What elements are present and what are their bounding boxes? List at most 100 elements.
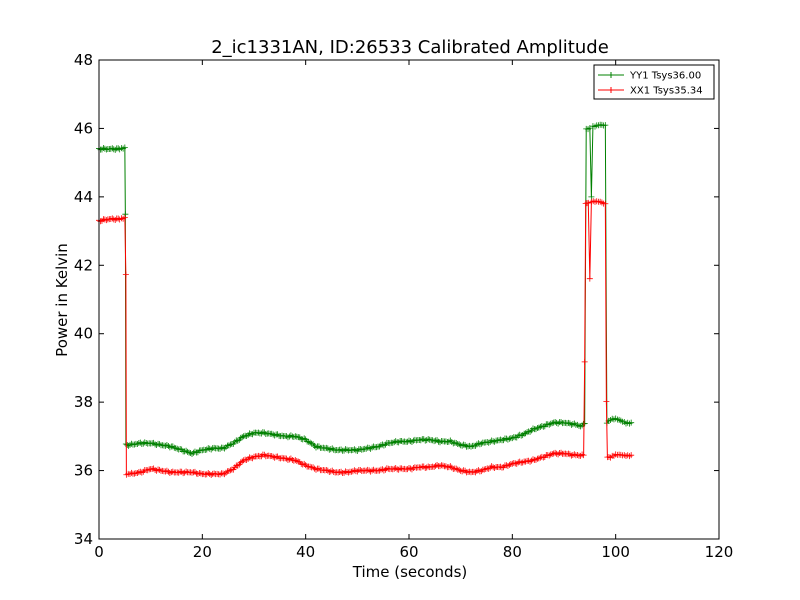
x-tick-label: 80 bbox=[503, 543, 522, 561]
data-point bbox=[535, 424, 542, 431]
data-point bbox=[171, 444, 178, 451]
data-point bbox=[602, 200, 609, 207]
data-point bbox=[448, 438, 455, 445]
data-point bbox=[481, 466, 488, 473]
data-point bbox=[206, 445, 213, 452]
data-point bbox=[121, 214, 128, 221]
y-axis-title: Power in Kelvin bbox=[53, 243, 71, 357]
data-point bbox=[506, 435, 513, 442]
data-point bbox=[553, 450, 560, 457]
data-point bbox=[490, 438, 497, 445]
data-point bbox=[131, 470, 138, 477]
data-point bbox=[221, 471, 228, 478]
data-point bbox=[345, 469, 352, 476]
chart-title: 2_ic1331AN, ID:26533 Calibrated Amplitud… bbox=[211, 37, 609, 58]
data-point bbox=[439, 462, 446, 469]
tick-layer: 0 20 40 60 80 100 120 34 36 38 40 42 44 46 48 bbox=[74, 51, 733, 561]
data-point bbox=[271, 454, 278, 461]
data-point bbox=[491, 464, 498, 471]
data-point bbox=[227, 441, 234, 448]
data-point bbox=[544, 452, 551, 459]
data-point bbox=[271, 432, 278, 439]
data-point bbox=[506, 461, 513, 468]
data-point bbox=[183, 468, 190, 475]
data-point bbox=[484, 465, 491, 472]
data-point bbox=[214, 445, 221, 452]
data-point bbox=[189, 451, 195, 457]
data-point bbox=[435, 438, 442, 445]
data-point bbox=[315, 465, 322, 472]
data-point bbox=[265, 452, 272, 459]
data-point bbox=[348, 468, 355, 475]
data-point bbox=[605, 454, 612, 461]
data-point bbox=[292, 457, 299, 464]
data-point bbox=[431, 438, 438, 445]
data-point bbox=[579, 451, 586, 458]
data-point bbox=[603, 398, 610, 405]
legend-box bbox=[593, 64, 715, 100]
data-point bbox=[112, 217, 119, 223]
data-point bbox=[310, 464, 317, 471]
data-point bbox=[425, 436, 432, 443]
data-point bbox=[448, 464, 455, 471]
data-point bbox=[544, 421, 551, 428]
legend-swatch-marker bbox=[608, 87, 614, 93]
data-point bbox=[519, 459, 526, 466]
data-point bbox=[447, 437, 454, 444]
data-point bbox=[354, 468, 361, 475]
data-point bbox=[468, 443, 474, 450]
data-point bbox=[445, 464, 452, 471]
data-point bbox=[112, 146, 119, 153]
data-point bbox=[246, 430, 253, 437]
y-tick-label: 46 bbox=[74, 119, 93, 137]
data-point bbox=[586, 275, 593, 282]
data-point bbox=[175, 469, 182, 476]
data-point bbox=[227, 467, 234, 474]
data-point bbox=[497, 463, 504, 470]
data-point bbox=[149, 440, 156, 447]
data-point bbox=[571, 420, 578, 427]
data-point bbox=[547, 420, 554, 427]
data-point bbox=[231, 438, 238, 445]
data-point bbox=[286, 456, 293, 463]
data-point bbox=[191, 448, 198, 455]
data-point bbox=[437, 439, 443, 446]
data-point bbox=[588, 193, 595, 200]
data-point bbox=[569, 421, 576, 428]
data-point bbox=[447, 463, 454, 470]
data-point bbox=[190, 469, 197, 476]
data-point bbox=[358, 446, 365, 453]
series-xx1-tsys35-34 bbox=[96, 198, 635, 478]
data-point bbox=[141, 439, 148, 446]
x-tick-label: 100 bbox=[601, 543, 630, 561]
data-point bbox=[293, 457, 300, 464]
data-point bbox=[512, 460, 519, 467]
data-point bbox=[239, 434, 246, 441]
data-point bbox=[379, 466, 386, 473]
data-point bbox=[475, 467, 482, 474]
data-point bbox=[261, 429, 268, 436]
data-point bbox=[138, 469, 145, 476]
data-point bbox=[103, 217, 110, 224]
data-point bbox=[279, 454, 286, 461]
data-point bbox=[103, 146, 110, 153]
data-point bbox=[491, 438, 498, 445]
data-point bbox=[391, 465, 398, 472]
data-point bbox=[301, 435, 308, 442]
y-tick-label: 40 bbox=[74, 325, 93, 343]
data-point bbox=[121, 144, 128, 151]
data-point bbox=[315, 443, 322, 450]
data-point bbox=[547, 451, 554, 458]
data-point bbox=[352, 447, 359, 454]
data-point bbox=[234, 462, 241, 469]
data-point bbox=[265, 430, 272, 437]
data-point bbox=[292, 433, 299, 440]
data-point bbox=[540, 454, 547, 461]
data-point bbox=[432, 437, 439, 444]
data-point bbox=[301, 460, 308, 467]
x-axis-title: Time (seconds) bbox=[352, 563, 468, 581]
y-tick-label: 48 bbox=[74, 51, 93, 69]
data-point bbox=[585, 199, 592, 206]
data-point bbox=[342, 446, 349, 453]
